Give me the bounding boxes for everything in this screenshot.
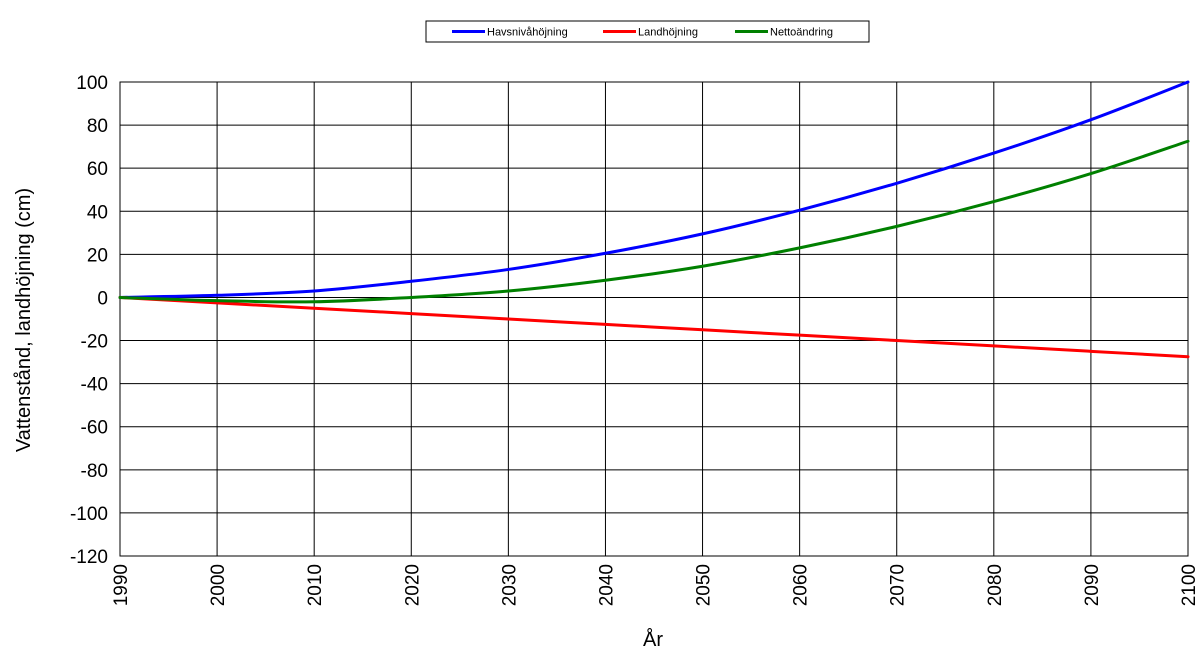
x-tick-label: 2080 [985, 564, 1006, 606]
x-tick-label: 2070 [888, 564, 909, 606]
x-tick-label: 2050 [694, 564, 715, 606]
series-line [118, 139, 1190, 304]
y-tick-label: -40 [81, 375, 108, 396]
y-tick-label: 80 [87, 116, 108, 137]
x-tick-label: 2000 [208, 564, 229, 606]
x-tick-label: 2020 [402, 564, 423, 606]
legend-label: Nettoändring [770, 27, 833, 39]
plot-area [118, 80, 1190, 557]
x-tick-label: 2090 [1082, 564, 1103, 606]
y-tick-label: -100 [70, 504, 108, 525]
y-tick-label: -80 [81, 461, 108, 482]
legend: Havsnivåhöjning Landhöjning Nettoändring [425, 20, 870, 43]
y-tick-label: 20 [87, 245, 108, 266]
y-axis-tick-labels: -120 -100 -80 -60 -40 -20 0 20 40 60 80 100 [70, 73, 108, 568]
legend-box [425, 20, 870, 43]
y-axis-title: Vattenstånd, landhöjning (cm) [13, 188, 35, 452]
x-tick-label: 2040 [596, 564, 617, 606]
series-lines [118, 80, 1190, 359]
legend-label: Havsnivåhöjning [487, 27, 568, 39]
y-tick-label: 0 [97, 288, 108, 309]
y-tick-label: 60 [87, 159, 108, 180]
x-tick-label: 1990 [111, 564, 132, 606]
x-tick-label: 2060 [791, 564, 812, 606]
x-axis-tick-labels: 1990 2000 2010 2020 2030 2040 2050 2060 2070 2080… [111, 564, 1198, 606]
series-line [118, 295, 1190, 359]
series-line [118, 80, 1190, 299]
x-tick-label: 2100 [1179, 564, 1198, 606]
x-tick-label: 2030 [499, 564, 520, 606]
x-tick-label: 2010 [305, 564, 326, 606]
y-tick-label: 100 [76, 73, 108, 94]
plot-frame [119, 81, 1189, 557]
y-tick-label: -20 [81, 332, 108, 353]
y-tick-label: -120 [70, 547, 108, 568]
x-axis-title: År [643, 628, 663, 651]
legend-label: Landhöjning [638, 27, 698, 39]
grid-lines [119, 81, 1189, 557]
y-tick-label: 40 [87, 202, 108, 223]
y-tick-label: -60 [81, 418, 108, 439]
